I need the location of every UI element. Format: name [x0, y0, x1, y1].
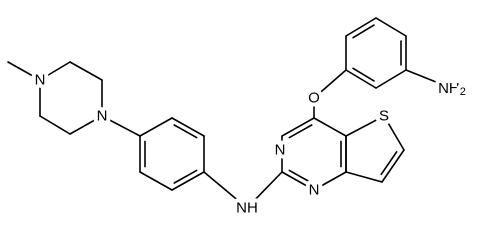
bond — [171, 171, 205, 191]
atom-label: NH2 — [438, 80, 466, 99]
bond — [246, 171, 283, 209]
bonds — [7, 17, 447, 209]
bond — [281, 117, 315, 137]
bond — [69, 61, 103, 81]
bond — [405, 69, 447, 87]
bond — [345, 171, 383, 183]
atom-label: N — [275, 142, 286, 159]
bond — [352, 24, 375, 39]
bond — [345, 69, 377, 89]
bond — [39, 115, 71, 135]
bond — [381, 149, 405, 183]
atom-label-subscript: 2 — [460, 86, 466, 98]
molecule-diagram: N N NH N N O S NH2 — [7, 17, 470, 221]
bond — [281, 171, 315, 191]
bond — [39, 61, 71, 81]
bond — [345, 115, 385, 137]
bond — [173, 124, 198, 139]
atom-label: N — [35, 72, 46, 89]
bond — [101, 115, 141, 137]
bond — [288, 124, 313, 139]
bond — [375, 17, 407, 37]
bond — [345, 17, 377, 37]
bond — [203, 171, 248, 209]
atom-label: NH — [236, 200, 258, 217]
atom-label-main: NH — [438, 80, 460, 97]
bond — [352, 67, 375, 82]
bond — [139, 171, 173, 191]
bond — [383, 115, 405, 151]
atom-label: O — [308, 90, 320, 107]
bond — [313, 69, 347, 99]
atom-label: N — [97, 108, 108, 125]
atom-labels: N N NH N N O S NH2 — [31, 68, 470, 221]
bond — [380, 151, 398, 176]
bond — [69, 115, 103, 135]
bond — [288, 169, 313, 184]
bond — [139, 117, 173, 137]
bond — [171, 117, 205, 137]
atom-label: N — [309, 182, 320, 199]
bond — [313, 117, 347, 137]
bond — [375, 69, 407, 89]
bond — [7, 61, 41, 81]
bond — [173, 169, 198, 184]
atom-label: S — [379, 108, 389, 125]
bond — [313, 171, 347, 191]
